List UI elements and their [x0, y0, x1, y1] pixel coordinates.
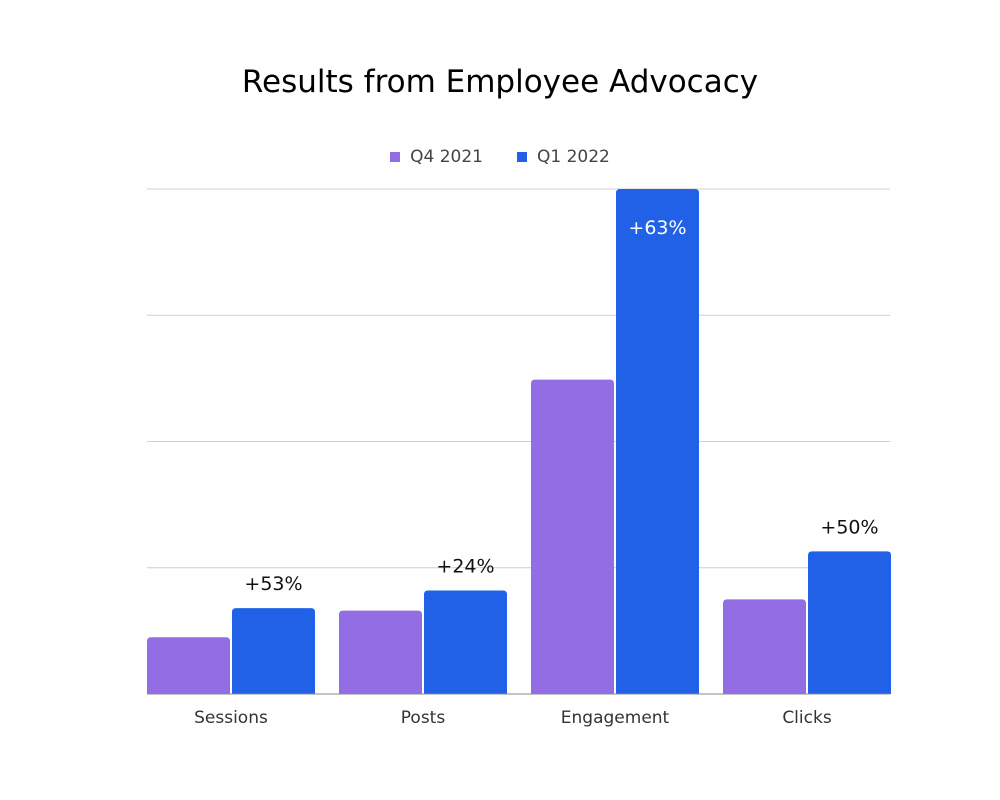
- legend-swatch-q1-2022: [517, 152, 527, 162]
- bar-clicks-q1-2022: [808, 551, 891, 694]
- data-label-engagement: +63%: [628, 217, 686, 239]
- bar-clicks-q4-2021: [723, 599, 806, 694]
- legend-label-q1-2022: Q1 2022: [537, 147, 610, 167]
- x-tick-label: Sessions: [194, 708, 268, 728]
- legend: Q4 2021 Q1 2022: [0, 147, 1000, 167]
- x-tick-label: Clicks: [782, 708, 832, 728]
- bar-engagement-q1-2022: [616, 189, 699, 694]
- x-tick-label: Engagement: [561, 708, 670, 728]
- data-label-posts: +24%: [436, 555, 494, 577]
- bar-engagement-q4-2021: [531, 379, 614, 694]
- bar-posts-q4-2021: [339, 610, 422, 694]
- x-tick-label: Posts: [401, 708, 446, 728]
- chart-title: Results from Employee Advocacy: [241, 64, 759, 100]
- legend-item-q1-2022: Q1 2022: [517, 147, 610, 167]
- bar-sessions-q1-2022: [232, 608, 315, 694]
- bar-sessions-q4-2021: [147, 637, 230, 694]
- data-label-clicks: +50%: [820, 516, 878, 538]
- bar-posts-q1-2022: [424, 590, 507, 694]
- data-label-sessions: +53%: [244, 573, 302, 595]
- legend-swatch-q4-2021: [390, 152, 401, 162]
- legend-item-q4-2021: Q4 2021: [390, 147, 483, 167]
- legend-label-q4-2021: Q4 2021: [410, 147, 483, 167]
